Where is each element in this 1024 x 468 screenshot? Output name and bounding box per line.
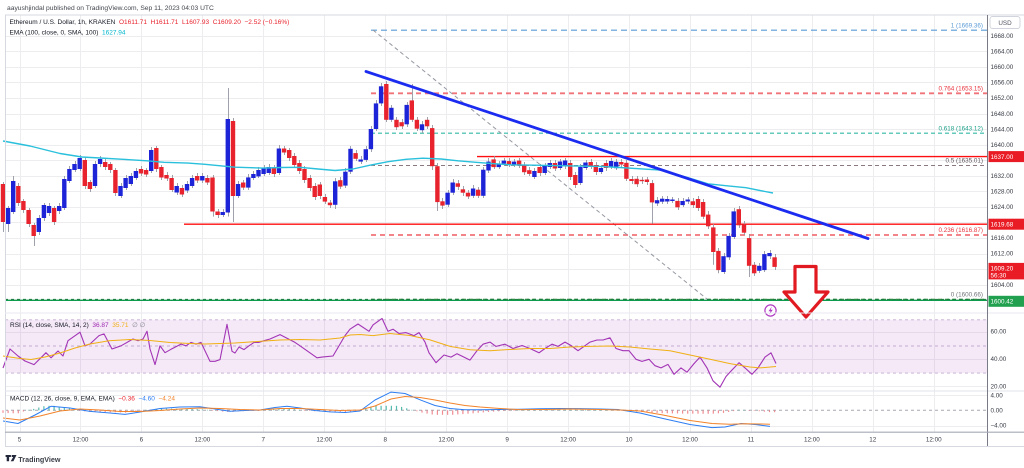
svg-text:12:00: 12:00 <box>195 437 211 444</box>
svg-text:1648.00: 1648.00 <box>991 111 1014 118</box>
svg-text:6: 6 <box>140 437 144 444</box>
svg-text:12:00: 12:00 <box>926 437 942 444</box>
svg-text:1 (1669.36): 1 (1669.36) <box>951 23 983 30</box>
svg-text:1609.20: 1609.20 <box>991 265 1014 272</box>
svg-text:1668.00: 1668.00 <box>991 33 1014 40</box>
svg-text:0.764 (1653.15): 0.764 (1653.15) <box>939 86 983 93</box>
svg-text:12:00: 12:00 <box>316 437 332 444</box>
svg-text:40.00: 40.00 <box>991 356 1007 363</box>
svg-text:0 (1600.66): 0 (1600.66) <box>951 292 983 299</box>
svg-text:1628.00: 1628.00 <box>991 189 1014 196</box>
svg-text:1640.00: 1640.00 <box>991 142 1014 149</box>
svg-text:1656.00: 1656.00 <box>991 80 1014 87</box>
svg-text:1624.00: 1624.00 <box>991 204 1014 211</box>
svg-text:60.00: 60.00 <box>991 329 1007 336</box>
svg-text:1612.00: 1612.00 <box>991 251 1014 258</box>
svg-text:12: 12 <box>869 437 877 444</box>
svg-text:20.00: 20.00 <box>991 384 1007 391</box>
svg-text:0.5 (1635.01): 0.5 (1635.01) <box>946 158 983 165</box>
svg-text:EMA (100, close, 0, SMA, 100): EMA (100, close, 0, SMA, 100) 1627.94 <box>10 30 126 37</box>
svg-text:RSI (14, close, SMA, 14, 2) 3: RSI (14, close, SMA, 14, 2) 36.87 35.71 … <box>10 322 146 329</box>
svg-text:10: 10 <box>625 437 633 444</box>
svg-text:8: 8 <box>383 437 387 444</box>
svg-text:1664.00: 1664.00 <box>991 49 1014 56</box>
svg-text:TradingView: TradingView <box>18 455 61 464</box>
svg-text:−4.00: −4.00 <box>991 423 1007 430</box>
svg-text:11: 11 <box>748 437 755 444</box>
svg-text:9: 9 <box>505 437 509 444</box>
svg-text:1616.00: 1616.00 <box>991 235 1014 242</box>
svg-text:12:00: 12:00 <box>804 437 820 444</box>
svg-text:1600.42: 1600.42 <box>991 299 1014 306</box>
svg-text:56:30: 56:30 <box>991 272 1007 279</box>
svg-text:1604.00: 1604.00 <box>991 282 1014 289</box>
svg-text:12:00: 12:00 <box>560 437 576 444</box>
svg-text:aayushjindal published on Trad: aayushjindal published on TradingView.co… <box>7 5 214 12</box>
svg-text:0.236 (1616.87): 0.236 (1616.87) <box>939 227 983 234</box>
svg-text:0.618 (1643.12): 0.618 (1643.12) <box>939 126 983 133</box>
svg-text:Ethereum / U.S. Dollar, 1h, KR: Ethereum / U.S. Dollar, 1h, KRAKEN O1611… <box>10 19 290 26</box>
svg-text:USD: USD <box>998 20 1012 27</box>
svg-text:12:00: 12:00 <box>682 437 698 444</box>
svg-text:12:00: 12:00 <box>438 437 454 444</box>
svg-text:4.00: 4.00 <box>991 392 1004 399</box>
svg-text:12:00: 12:00 <box>73 437 89 444</box>
svg-text:1632.00: 1632.00 <box>991 173 1014 180</box>
svg-text:1644.00: 1644.00 <box>991 126 1014 133</box>
svg-text:1652.00: 1652.00 <box>991 95 1014 102</box>
svg-text:0.00: 0.00 <box>991 408 1004 415</box>
svg-text:7: 7 <box>262 437 266 444</box>
svg-text:MACD (12, 26, close, 9, EMA, E: MACD (12, 26, close, 9, EMA, EMA) −0.36 … <box>10 396 175 403</box>
svg-text:1637.00: 1637.00 <box>991 154 1014 161</box>
svg-text:1660.00: 1660.00 <box>991 64 1014 71</box>
svg-text:1619.68: 1619.68 <box>991 222 1014 229</box>
svg-text:5: 5 <box>18 437 22 444</box>
